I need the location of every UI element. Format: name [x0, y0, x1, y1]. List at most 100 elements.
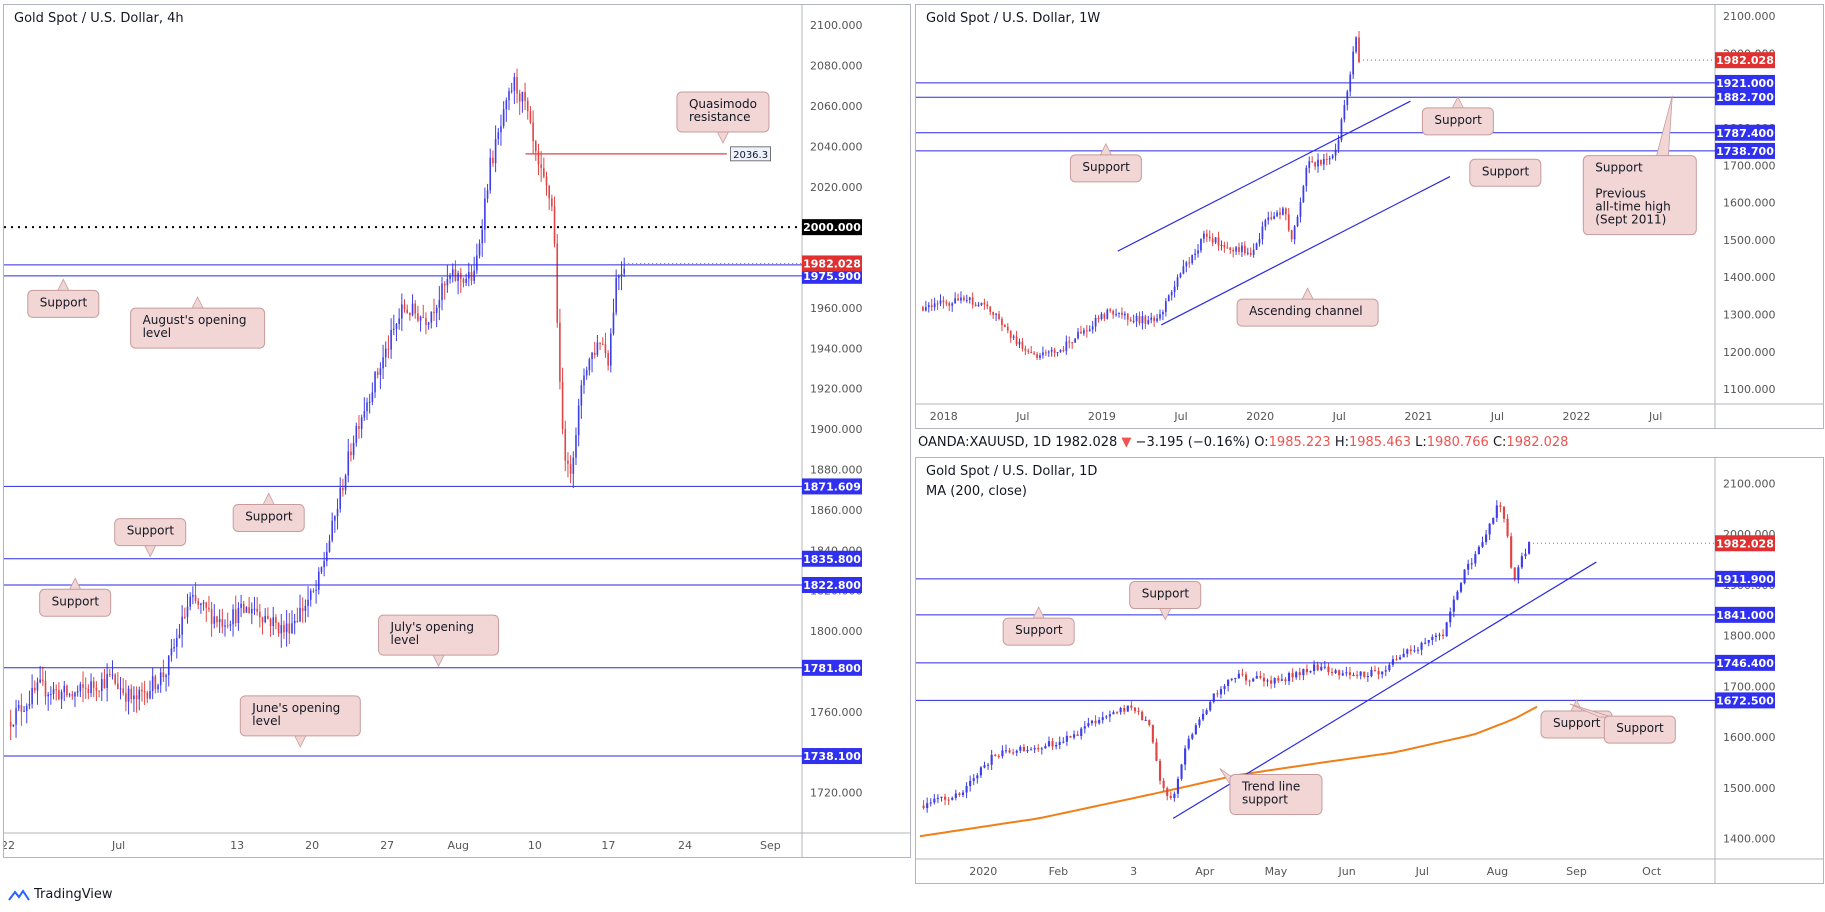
- candle-body: [951, 303, 954, 306]
- price-tag-label: 1781.800: [803, 662, 861, 675]
- candle-body: [1205, 233, 1208, 237]
- candle-body: [1169, 795, 1172, 799]
- candle-body: [358, 425, 360, 429]
- candle-body: [1249, 252, 1252, 255]
- chart-1w-svg[interactable]: 1100.000 1200.000 1300.000 1400.000 1500.000…: [916, 5, 1823, 428]
- candle-body: [165, 675, 167, 678]
- candle-body: [922, 307, 924, 311]
- chart-1d-svg[interactable]: 1400.000 1500.000 1600.000 1700.000 1800.000…: [916, 458, 1823, 883]
- candle-body: [1209, 701, 1212, 711]
- candle-body: [1044, 746, 1047, 749]
- candle-body: [1042, 352, 1044, 356]
- candle-body: [559, 322, 561, 382]
- annotation-callout: Support: [1540, 699, 1613, 739]
- candle-body: [92, 681, 95, 688]
- tradingview-logo-icon: [8, 888, 30, 901]
- candle-body: [1427, 639, 1430, 643]
- candle-body: [1015, 750, 1018, 753]
- candle-body: [992, 311, 995, 315]
- candle-body: [1314, 162, 1316, 167]
- candle-body: [995, 313, 997, 315]
- candle-body: [610, 333, 612, 366]
- candle-body: [1141, 316, 1144, 324]
- x-tick-label: 2020: [1246, 410, 1274, 423]
- candle-body: [1132, 321, 1135, 323]
- price-tag: [1715, 142, 1775, 159]
- candle-body: [926, 803, 929, 809]
- candle-body: [526, 100, 529, 112]
- price-tag-label: 1921.000: [1716, 77, 1774, 90]
- candle-body: [106, 673, 108, 689]
- candle-body: [1036, 354, 1038, 358]
- candle-body: [567, 460, 569, 464]
- ohlc-high-label: H:: [1334, 435, 1349, 450]
- candle-body: [1352, 674, 1355, 676]
- x-tick-label: 2019: [1088, 410, 1116, 423]
- candle-body: [1112, 712, 1115, 715]
- annotation-callout: Support: [232, 492, 305, 532]
- candle-body: [1185, 262, 1188, 267]
- candle-body: [1121, 312, 1123, 316]
- candle-body: [1144, 316, 1147, 324]
- candle-body: [1258, 239, 1261, 244]
- candle-body: [1123, 708, 1126, 712]
- candle-body: [82, 684, 84, 688]
- candle-body: [395, 324, 398, 329]
- chart-panel-1d[interactable]: 1400.000 1500.000 1600.000 1700.000 1800.000…: [915, 457, 1824, 884]
- candle-body: [154, 676, 157, 690]
- chart-panel-1w[interactable]: 1100.000 1200.000 1300.000 1400.000 1500.000…: [915, 4, 1824, 429]
- candle-body: [68, 694, 71, 696]
- candle-body: [548, 185, 550, 199]
- candle-body: [543, 168, 545, 177]
- x-tick-label: 17: [601, 839, 615, 852]
- price-tag: [802, 478, 862, 495]
- candle-body: [1194, 725, 1197, 735]
- footer-brand[interactable]: TradingView: [8, 887, 113, 902]
- candle-body: [1077, 331, 1079, 339]
- chart-title-1d: Gold Spot / U.S. Dollar, 1D: [926, 464, 1098, 479]
- candle-body: [1094, 720, 1097, 724]
- y-tick-label: 1960.000: [810, 302, 863, 315]
- candle-body: [1176, 778, 1180, 794]
- annotation-callout: Support: [1129, 581, 1202, 621]
- candle-body: [1276, 212, 1278, 217]
- candle-body: [1044, 352, 1047, 354]
- candle-body: [240, 603, 242, 608]
- candle-body: [339, 487, 342, 509]
- candle-body: [256, 608, 258, 612]
- candle-body: [242, 603, 245, 613]
- candle-body: [446, 278, 449, 286]
- ohlc-close: 1982.028: [1506, 435, 1569, 450]
- candle-body: [540, 164, 542, 169]
- annotation-callout: Ascending channel: [1236, 287, 1379, 327]
- candle-body: [1047, 741, 1051, 747]
- candle-body: [401, 304, 403, 319]
- x-tick-label: Jul: [1015, 410, 1029, 423]
- candle-body: [1431, 637, 1434, 640]
- candle-body: [296, 620, 299, 622]
- candle-body: [569, 463, 572, 474]
- candle-body: [1241, 245, 1243, 252]
- candle-body: [1449, 611, 1452, 623]
- candle-body: [990, 754, 993, 765]
- candle-body: [1284, 208, 1287, 215]
- candle-body: [1287, 672, 1291, 682]
- x-tick-label: Jul: [1173, 410, 1187, 423]
- callout-text: Support: [245, 509, 293, 523]
- candle-body: [253, 608, 256, 610]
- candle-body: [1502, 506, 1506, 519]
- chart-panel-4h[interactable]: 1720.0001740.0001760.0001780.0001800.000…: [3, 4, 911, 858]
- level-value-label: 2036.3: [733, 150, 768, 161]
- candle-body: [1252, 678, 1255, 682]
- candle-body: [1348, 672, 1352, 676]
- callout-text: Support: [1553, 716, 1601, 730]
- candle-body: [1352, 51, 1355, 75]
- candle-body: [1151, 725, 1154, 743]
- candle-body: [556, 243, 559, 323]
- chart-4h-svg[interactable]: 1720.0001740.0001760.0001780.0001800.000…: [4, 5, 910, 857]
- candle-body: [44, 680, 47, 697]
- candle-body: [1188, 262, 1191, 264]
- candle-body: [1194, 253, 1196, 255]
- candle-body: [344, 475, 347, 491]
- y-tick-label: 1200.000: [1723, 346, 1776, 359]
